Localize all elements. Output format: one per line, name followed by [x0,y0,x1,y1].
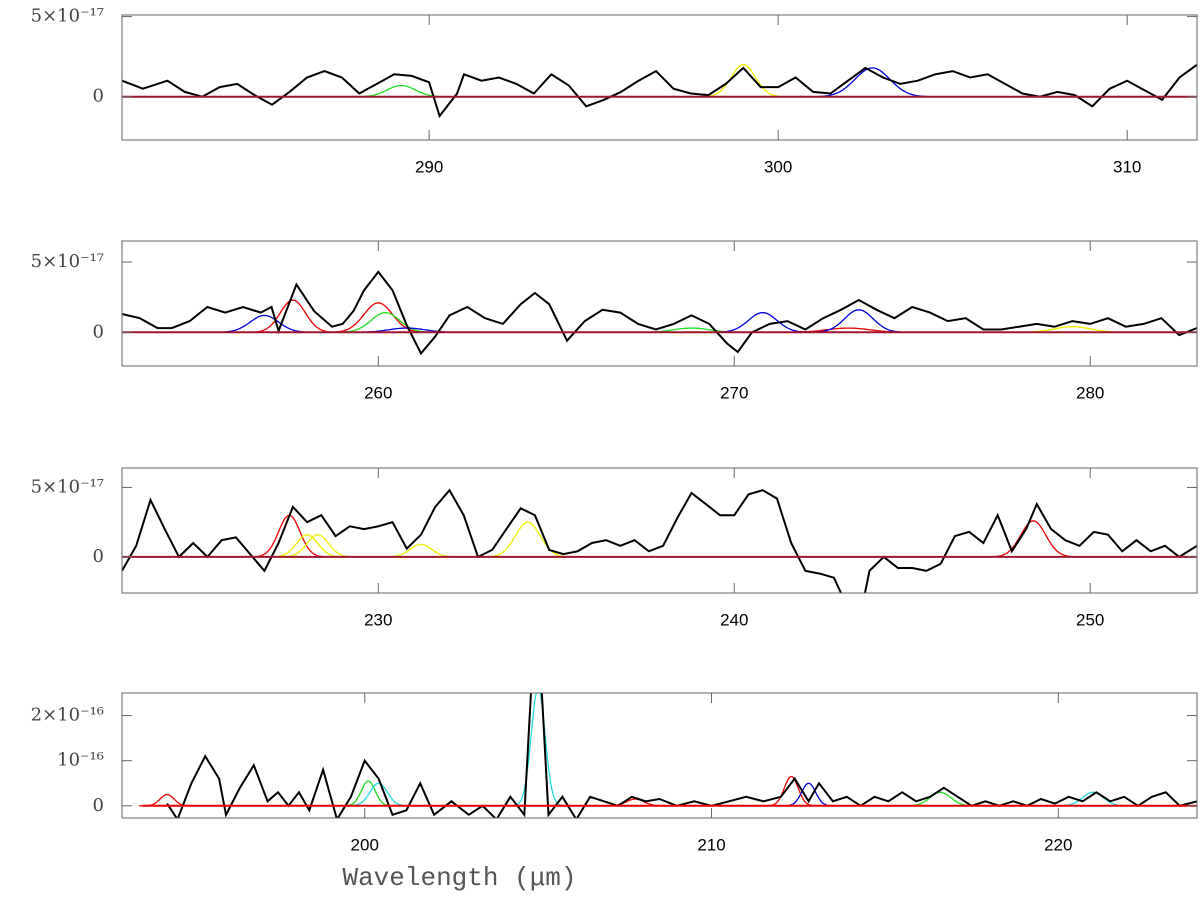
fit-line [983,520,1084,558]
spectrum-line [122,488,1197,593]
x-tick-label: 250 [1076,610,1104,629]
y-tick-label: 5×10⁻¹⁷ [31,251,104,272]
axes-frame [121,240,1198,367]
x-axis-label: Wavelength (μm) [342,863,576,893]
y-tick-label: 5×10⁻¹⁷ [31,6,104,27]
x-tick-label: 280 [1076,383,1104,402]
fit-line [694,64,793,98]
axes-frame [121,692,1198,819]
x-tick-label: 200 [351,835,379,854]
plot-area [122,63,1197,119]
x-tick-label: 210 [697,835,725,854]
fit-line [243,299,343,333]
panel: 230 240 250 0 5×10⁻¹⁷ [31,467,1198,629]
axes-frame [121,467,1198,594]
fit-line [321,302,436,333]
fit-line [275,534,361,558]
plot-area [139,693,1197,818]
y-tick-label: 0 [93,321,104,342]
x-tick-label: 240 [720,610,748,629]
panel: 290 300 310 0 5×10⁻¹⁷ [31,6,1198,176]
y-tick-label: 0 [93,546,104,567]
y-tick-label: 5×10⁻¹⁷ [31,476,104,497]
fit-line [510,693,566,807]
spectrum-line [122,63,1197,119]
x-tick-label: 290 [415,157,443,176]
panel: 200 210 220 0 10⁻¹⁶ 2×10⁻¹⁶ Wavelength (μm) [31,692,1198,893]
fit-line [763,775,819,807]
y-tick-label: 0 [93,86,104,107]
spectrum-line [122,270,1197,356]
panel: 260 270 280 0 5×10⁻¹⁷ [31,240,1198,402]
y-tick-label: 10⁻¹⁶ [57,750,104,771]
y-tick-label: 0 [93,795,104,816]
fit-line [705,311,820,333]
x-tick-label: 300 [764,157,792,176]
spectrum-line [166,693,1197,818]
fit-line [478,521,578,558]
x-tick-label: 310 [1113,157,1141,176]
plot-area [122,270,1197,356]
x-tick-label: 270 [720,383,748,402]
x-tick-label: 230 [364,610,392,629]
axes-frame [121,14,1198,141]
x-tick-label: 220 [1044,835,1072,854]
y-tick-label: 2×10⁻¹⁶ [31,705,104,726]
x-tick-label: 260 [364,383,392,402]
fit-line [378,543,464,558]
plot-area [122,488,1197,593]
